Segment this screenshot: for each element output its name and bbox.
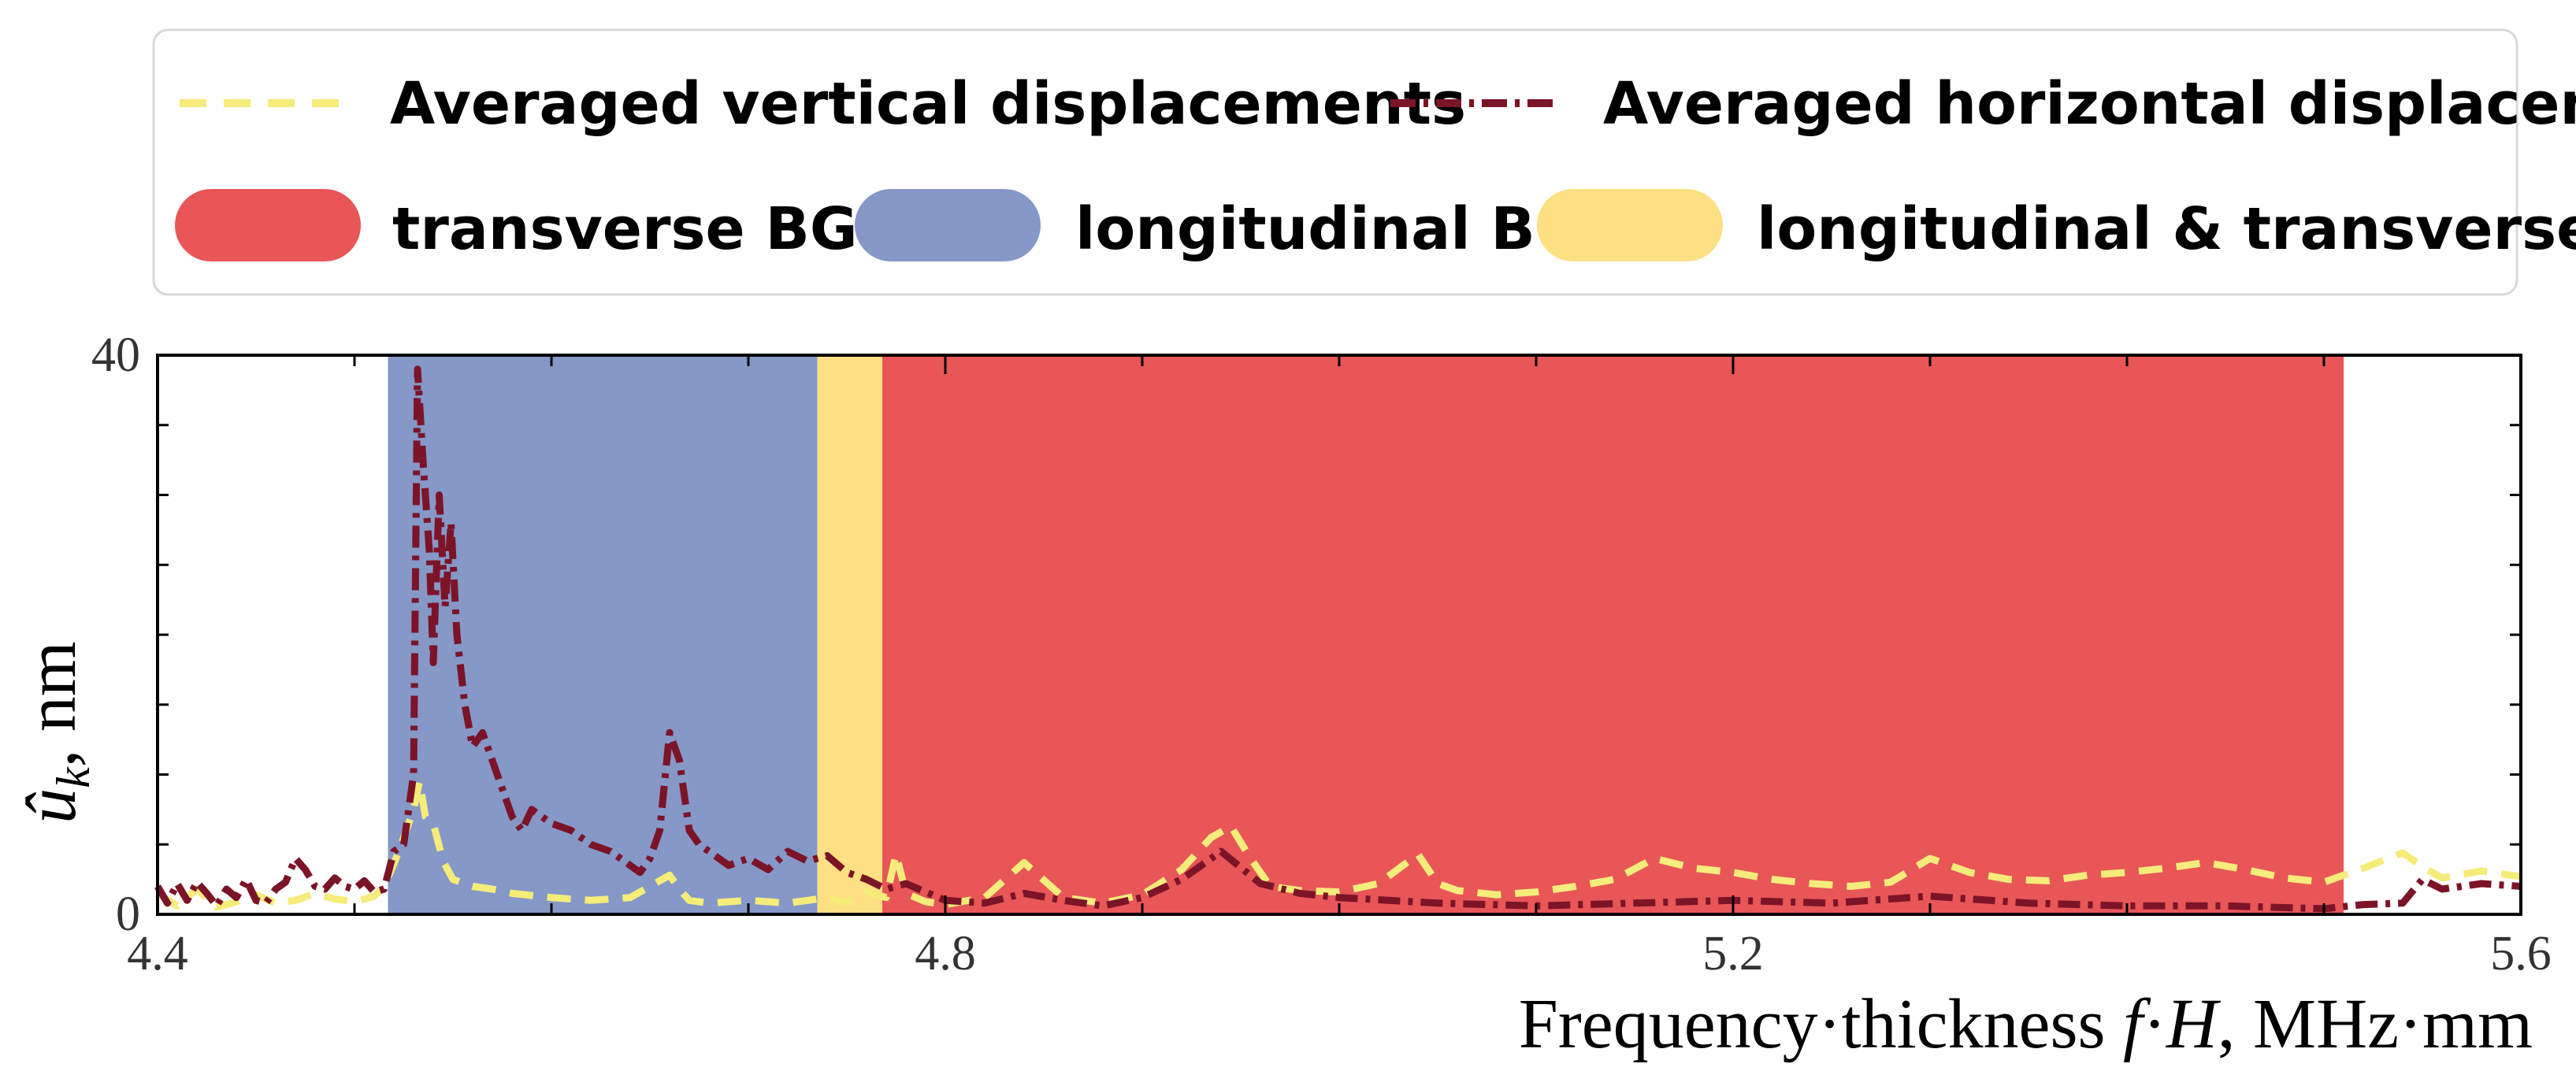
- x-axis-label-unit: , MHz·mm: [2218, 985, 2533, 1063]
- series-layer: [154, 365, 2522, 913]
- band-1: [388, 355, 818, 914]
- x-axis-label-H: H: [2166, 985, 2222, 1063]
- y-axis-label: ûk, nm: [13, 641, 99, 824]
- y-tick-label-0: 0: [116, 888, 140, 941]
- legend-swatch-combined: [1537, 189, 1723, 261]
- legend-label-longitudinal: longitudinal BG: [1075, 195, 1583, 263]
- y-tick-label-1: 40: [91, 328, 140, 382]
- x-axis-label-prefix: Frequency·thickness: [1519, 985, 2123, 1063]
- legend-frame: [152, 28, 2518, 296]
- x-axis-label-dot: ·: [2143, 985, 2166, 1063]
- legend-label-combined: longitudinal & transverse BG: [1757, 195, 2576, 263]
- legend-label-transverse: transverse BG: [392, 195, 858, 263]
- y-axis-label-unit: , nm: [13, 641, 91, 767]
- legend: Averaged vertical displacements Averaged…: [152, 28, 2576, 296]
- legend-swatch-longitudinal: [855, 189, 1041, 261]
- y-axis-label-subscript: k: [47, 766, 99, 788]
- plot-frame: [156, 354, 2522, 916]
- band-layer: [388, 355, 2344, 914]
- y-axis-label-symbol: û: [13, 788, 91, 824]
- tick-layer: [156, 354, 2522, 916]
- series-line-2: [154, 365, 2522, 913]
- band-3: [882, 355, 2344, 914]
- legend-label-vertical: Averaged vertical displacements: [390, 70, 1466, 138]
- band-2: [817, 355, 882, 914]
- legend-swatch-transverse: [175, 189, 361, 261]
- x-tick-label-0: 4.4: [127, 927, 188, 980]
- x-tick-label-3: 5.6: [2490, 927, 2552, 980]
- x-tick-label-2: 5.2: [1702, 927, 1764, 980]
- x-tick-label-1: 4.8: [915, 927, 976, 980]
- x-axis-label: Frequency·thickness f·H, MHz·mm: [1519, 985, 2533, 1063]
- tick-label-layer: 4.4 4.8 5.2 5.6 0 40: [91, 328, 2552, 980]
- legend-label-horizontal: Averaged horizontal displacement: [1603, 70, 2576, 138]
